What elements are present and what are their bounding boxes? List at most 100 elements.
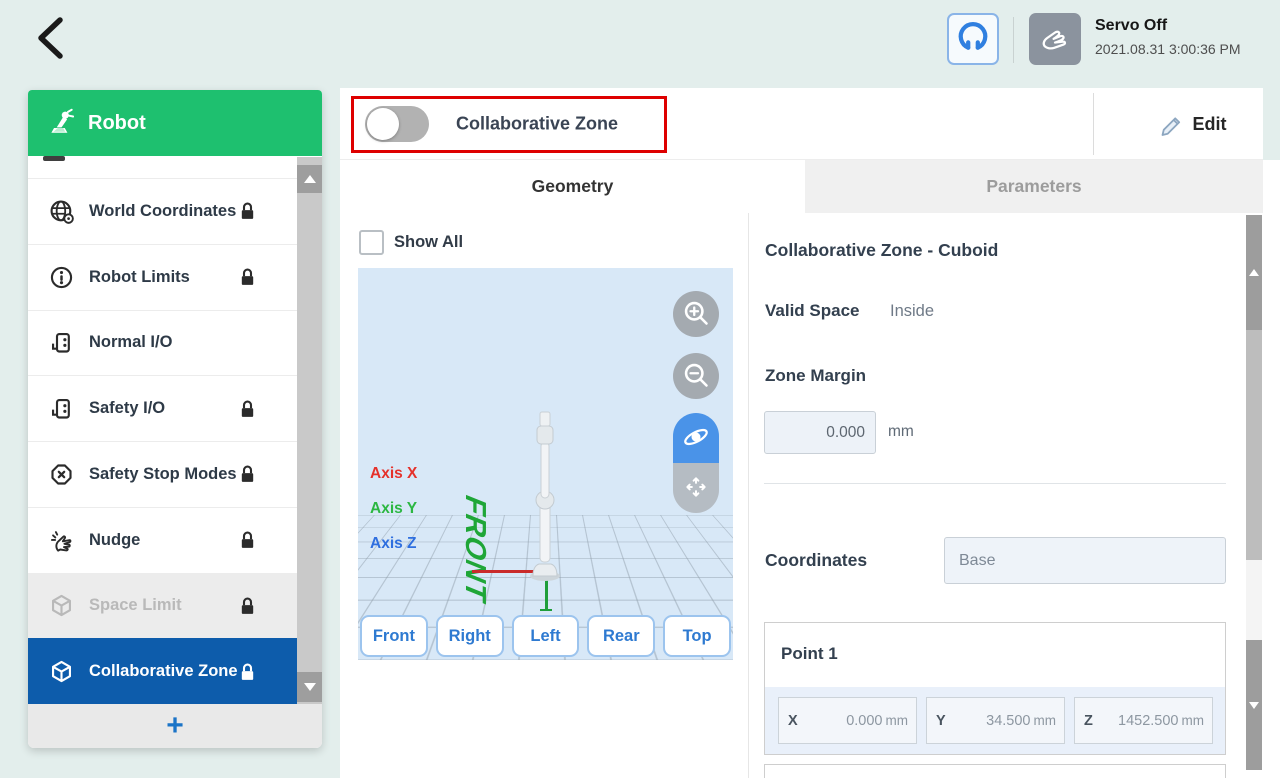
point-x-field[interactable]: X 0.000 mm	[778, 697, 917, 744]
edit-button[interactable]: Edit	[1120, 88, 1263, 160]
sidebar-item-collaborative-zone[interactable]: Collaborative Zone	[28, 638, 297, 704]
view-front-button[interactable]: Front	[360, 615, 428, 657]
axis-y-key: Y	[936, 712, 946, 729]
sidebar-item-world-coordinates[interactable]: World Coordinates	[28, 178, 297, 244]
sidebar-item-nudge[interactable]: Nudge	[28, 506, 297, 573]
sidebar-scrollbar[interactable]	[297, 157, 322, 704]
world-coordinates-icon	[48, 198, 75, 225]
view-left-button[interactable]: Left	[511, 615, 580, 657]
pan-button[interactable]	[673, 463, 719, 513]
zoom-in-button[interactable]	[673, 291, 719, 337]
axis-y-tick	[540, 609, 552, 611]
point-1-section: Point 1 X 0.000 mm Y 34.500 mm Z 1452.50…	[764, 622, 1226, 755]
status-timestamp: 2021.08.31 3:00:36 PM	[1095, 41, 1241, 57]
show-all-control: Show All	[359, 230, 463, 255]
header-divider	[1013, 17, 1014, 63]
sidebar-item-label: Robot Limits	[89, 267, 190, 286]
partially-scrolled-item-icon	[43, 156, 65, 161]
sidebar-item-safety-io[interactable]: Safety I/O	[28, 375, 297, 441]
hand-guiding-status-button[interactable]	[1029, 13, 1081, 65]
details-scroll-down-button[interactable]	[1246, 640, 1262, 770]
point-y-field[interactable]: Y 34.500 mm	[926, 697, 1065, 744]
scroll-down-button[interactable]	[297, 672, 322, 702]
lock-icon	[237, 200, 258, 223]
point-y-value: 34.500	[986, 712, 1031, 729]
point-z-field[interactable]: Z 1452.500 mm	[1074, 697, 1213, 744]
magnifier-minus-icon	[682, 361, 710, 392]
pencil-icon	[1157, 109, 1184, 139]
sidebar-item-robot-limits[interactable]: Robot Limits	[28, 243, 297, 310]
sidebar-item-safety-stop-modes[interactable]: Safety Stop Modes	[28, 441, 297, 507]
magnifier-plus-icon	[682, 299, 710, 330]
cube-icon	[48, 592, 75, 619]
scroll-up-button[interactable]	[297, 165, 322, 193]
sidebar-title: Robot	[88, 111, 146, 134]
orbit-rotate-button[interactable]	[673, 413, 719, 463]
view-right-button[interactable]: Right	[435, 615, 504, 657]
valid-space-label: Valid Space	[765, 301, 860, 320]
tab-geometry[interactable]: Geometry	[340, 160, 805, 213]
section-divider	[764, 483, 1226, 484]
point-y-unit: mm	[1033, 713, 1057, 728]
sidebar-item-space-limit[interactable]: Space Limit	[28, 572, 297, 639]
lock-icon	[237, 529, 258, 552]
triangle-down-icon	[1249, 701, 1259, 709]
point-x-value: 0.000	[846, 712, 883, 729]
details-scroll-up-button[interactable]	[1246, 215, 1262, 330]
axis-x-label: Axis X	[370, 465, 418, 482]
view-rear-button[interactable]: Rear	[587, 615, 656, 657]
sidebar: Robot World Coordinates Robot Limits	[28, 90, 322, 748]
zone-margin-input[interactable]: 0.000	[764, 411, 876, 454]
point-x-unit: mm	[885, 713, 909, 728]
sidebar-item-normal-io[interactable]: Normal I/O	[28, 309, 297, 376]
point-1-fields: X 0.000 mm Y 34.500 mm Z 1452.500 mm	[765, 687, 1225, 754]
gripper-status-button[interactable]	[947, 13, 999, 65]
triangle-down-icon	[303, 683, 316, 691]
tab-parameters[interactable]: Parameters	[805, 160, 1263, 213]
front-floor-label: FRONT	[459, 490, 491, 608]
sidebar-item-label: Normal I/O	[89, 333, 173, 352]
sidebar-header-robot: Robot	[28, 90, 322, 156]
sidebar-item-label: Collaborative Zone	[89, 662, 238, 681]
point-z-unit: mm	[1181, 713, 1205, 728]
lock-icon	[237, 463, 258, 486]
robot-arm-icon	[46, 106, 76, 141]
sidebar-item-label: Nudge	[89, 530, 141, 549]
axis-z-label: Axis Z	[370, 535, 417, 552]
zone-margin-unit: mm	[888, 423, 914, 440]
column-divider	[748, 213, 749, 778]
orbit-icon	[681, 422, 711, 455]
3d-viewer-canvas[interactable]: FRONT Axis X Axis Y Axis Z	[358, 268, 733, 660]
sidebar-item-label: World Coordinates	[89, 201, 237, 220]
coordinates-label: Coordinates	[765, 550, 868, 570]
show-all-label: Show All	[394, 233, 464, 251]
panel-divider	[1093, 93, 1094, 155]
view-preset-buttons: Front Right Left Rear Top	[360, 615, 731, 657]
lock-icon	[237, 660, 258, 683]
robot-model	[517, 408, 573, 589]
gripper-icon	[957, 21, 989, 58]
zoom-out-button[interactable]	[673, 353, 719, 399]
point-1-title: Point 1	[781, 644, 838, 663]
view-mode-control	[673, 413, 719, 513]
triangle-up-icon	[1249, 269, 1259, 276]
details-scrollbar-thumb[interactable]	[1246, 330, 1262, 560]
lock-icon	[237, 594, 258, 617]
show-all-checkbox[interactable]	[359, 230, 384, 255]
zone-type-heading: Collaborative Zone - Cuboid	[765, 240, 999, 260]
back-button[interactable]	[28, 14, 74, 64]
lock-icon	[237, 266, 258, 289]
add-menu-item-button[interactable]: +	[28, 704, 322, 748]
servo-status-text: Servo Off	[1095, 17, 1168, 34]
safety-stop-icon	[48, 461, 75, 488]
back-chevron-icon	[32, 16, 70, 64]
collaborative-zone-toggle[interactable]	[365, 106, 429, 142]
axis-y-label: Axis Y	[370, 500, 418, 517]
axis-x-key: X	[788, 712, 798, 729]
view-top-button[interactable]: Top	[663, 615, 731, 657]
coordinates-select[interactable]: Base	[944, 537, 1226, 584]
pan-arrows-icon	[683, 474, 709, 503]
point-2-section-partial	[764, 764, 1226, 778]
zone-content-panel: Geometry Parameters Show All FRONT	[340, 160, 1280, 778]
